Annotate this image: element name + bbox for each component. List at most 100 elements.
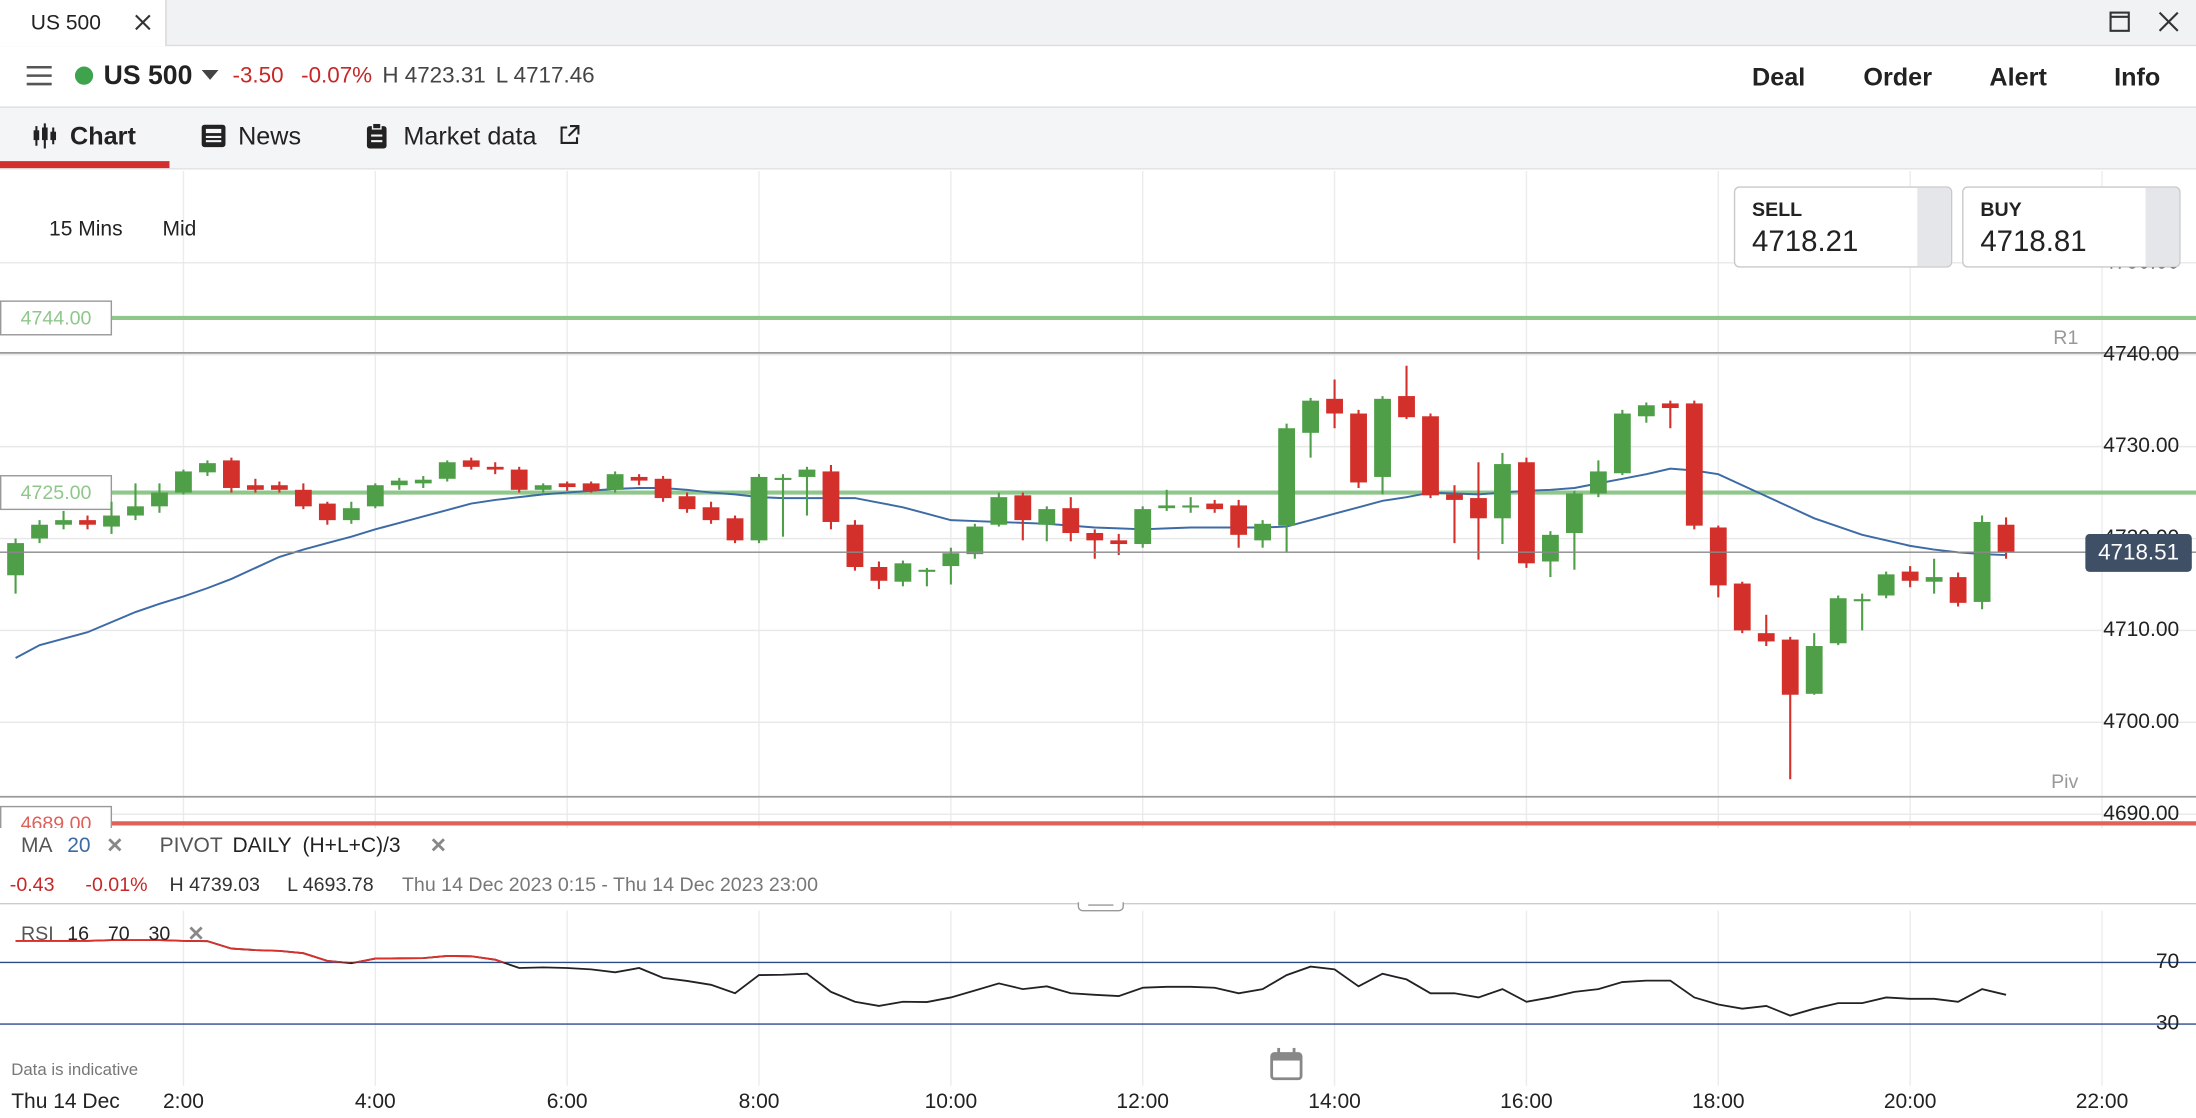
active-tab-indicator xyxy=(0,161,170,169)
candle-body xyxy=(1470,498,1487,519)
close-window-icon[interactable] xyxy=(2158,11,2179,32)
y-tick-label: 70 xyxy=(2156,950,2179,973)
candle-body xyxy=(1230,505,1248,535)
buy-box[interactable]: BUY 4718.81 xyxy=(1962,186,2181,268)
candle-body xyxy=(1781,639,1799,695)
summary-low: L 4693.78 xyxy=(287,872,374,896)
resize-handle[interactable] xyxy=(1077,902,1124,912)
chart-tab[interactable]: Chart xyxy=(70,121,136,150)
price-type[interactable]: Mid xyxy=(162,217,197,241)
y-tick-label: 30 xyxy=(2156,1012,2179,1035)
candle-body xyxy=(1326,398,1343,414)
ma-period[interactable]: 20 xyxy=(67,833,91,858)
candle-body xyxy=(1973,521,1991,602)
remove-pivot-icon[interactable] xyxy=(431,838,445,852)
rsi-period[interactable]: 16 xyxy=(67,921,90,945)
tab[interactable]: US 500 xyxy=(0,0,167,47)
calendar-icon[interactable] xyxy=(1270,1047,1303,1081)
indicative-note: Data is indicative xyxy=(11,1060,138,1079)
y-tick-label: 4710.00 xyxy=(2103,618,2179,641)
pivot-label: Piv xyxy=(2051,771,2078,793)
interval[interactable]: 15 Mins xyxy=(49,217,123,241)
candle-body xyxy=(1925,577,1943,582)
sell-box[interactable]: SELL 4718.21 xyxy=(1733,186,1953,268)
deal-button[interactable]: Deal xyxy=(1752,63,1806,92)
instrument-name[interactable]: US 500 xyxy=(103,61,193,92)
pivot-formula[interactable]: (H+L+C)/3 xyxy=(302,833,401,858)
market-data-tab[interactable]: Market data xyxy=(403,121,537,150)
order-button[interactable]: Order xyxy=(1863,63,1933,92)
candle-body xyxy=(798,469,816,477)
x-tick-label: 18:00 xyxy=(1692,1090,1745,1113)
candle-body xyxy=(151,492,168,507)
candle-body xyxy=(1110,540,1128,545)
candle-body xyxy=(1518,462,1535,564)
candle-body xyxy=(606,474,624,490)
last-price-tag xyxy=(2085,533,2192,572)
candle-body xyxy=(750,476,768,541)
maximize-icon[interactable] xyxy=(2109,11,2130,32)
buy-strip xyxy=(2145,187,2180,267)
candle-body xyxy=(462,460,480,467)
candle-body xyxy=(199,463,216,473)
instrument-header: US 500 -3.50 -0.07% H 4723.31 L 4717.46 … xyxy=(0,46,2196,108)
rsi-upper[interactable]: 70 xyxy=(107,921,130,945)
sell-label: SELL xyxy=(1752,197,1803,220)
candle-body xyxy=(1206,503,1224,510)
candle-body xyxy=(1853,599,1871,602)
date-label: Thu 14 Dec xyxy=(11,1090,120,1113)
candle-body xyxy=(558,483,576,488)
external-link-icon[interactable] xyxy=(559,125,580,146)
candle-body xyxy=(246,485,264,490)
y-tick-label: 4740.00 xyxy=(2103,342,2179,365)
pivot-period[interactable]: DAILY xyxy=(232,833,292,858)
sell-strip xyxy=(1917,187,1951,267)
level-label: 4725.00 xyxy=(21,482,92,504)
rsi-lower[interactable]: 30 xyxy=(148,921,171,945)
chart-icon xyxy=(33,123,57,149)
candle-body xyxy=(175,471,192,493)
dropdown-caret[interactable] xyxy=(201,70,219,81)
candle-body xyxy=(486,466,504,470)
candle-body xyxy=(726,518,744,541)
candle-body xyxy=(1709,527,1727,586)
buy-price: 4718.81 xyxy=(1980,225,2087,258)
ma-line xyxy=(15,467,2007,659)
candle-body xyxy=(270,485,288,490)
candle-body xyxy=(1014,495,1032,521)
level-label: 4689.00 xyxy=(21,813,92,828)
rsi-legend[interactable]: RSI xyxy=(21,921,54,945)
summary-high: H 4739.03 xyxy=(169,872,260,896)
ma-legend[interactable]: MA xyxy=(21,833,53,858)
candle-body xyxy=(1302,400,1319,433)
candle-body xyxy=(1086,532,1104,541)
change: -3.50 xyxy=(232,64,284,89)
news-tab[interactable]: News xyxy=(238,121,302,150)
x-tick-label: 12:00 xyxy=(1116,1090,1169,1113)
x-tick-label: 8:00 xyxy=(739,1090,780,1113)
rsi-overbought-line xyxy=(15,939,506,963)
candle-body xyxy=(79,520,96,525)
remove-ma-icon[interactable] xyxy=(108,838,122,852)
y-tick-label: 4700.00 xyxy=(2103,710,2179,733)
alert-button[interactable]: Alert xyxy=(1989,63,2047,92)
nav-tabs: Chart News Market data xyxy=(0,107,2196,170)
candle-body xyxy=(702,507,720,521)
menu-icon[interactable] xyxy=(26,64,52,86)
candle-body xyxy=(846,524,864,568)
candle-body xyxy=(1062,508,1080,533)
candle-body xyxy=(438,462,456,479)
close-icon[interactable] xyxy=(134,14,151,31)
pivot-legend[interactable]: PIVOT xyxy=(159,833,223,858)
candle-body xyxy=(1038,509,1056,525)
info-button[interactable]: Info xyxy=(2114,63,2161,92)
market-data-icon xyxy=(366,122,387,149)
candle-body xyxy=(1398,396,1415,418)
candle-body xyxy=(1637,405,1655,417)
candle-body xyxy=(534,485,552,490)
candle-body xyxy=(1661,403,1679,409)
x-tick-label: 20:00 xyxy=(1884,1090,1937,1113)
candle-body xyxy=(1949,577,1967,603)
remove-rsi-icon[interactable] xyxy=(189,926,203,940)
candle-body xyxy=(1613,413,1631,474)
